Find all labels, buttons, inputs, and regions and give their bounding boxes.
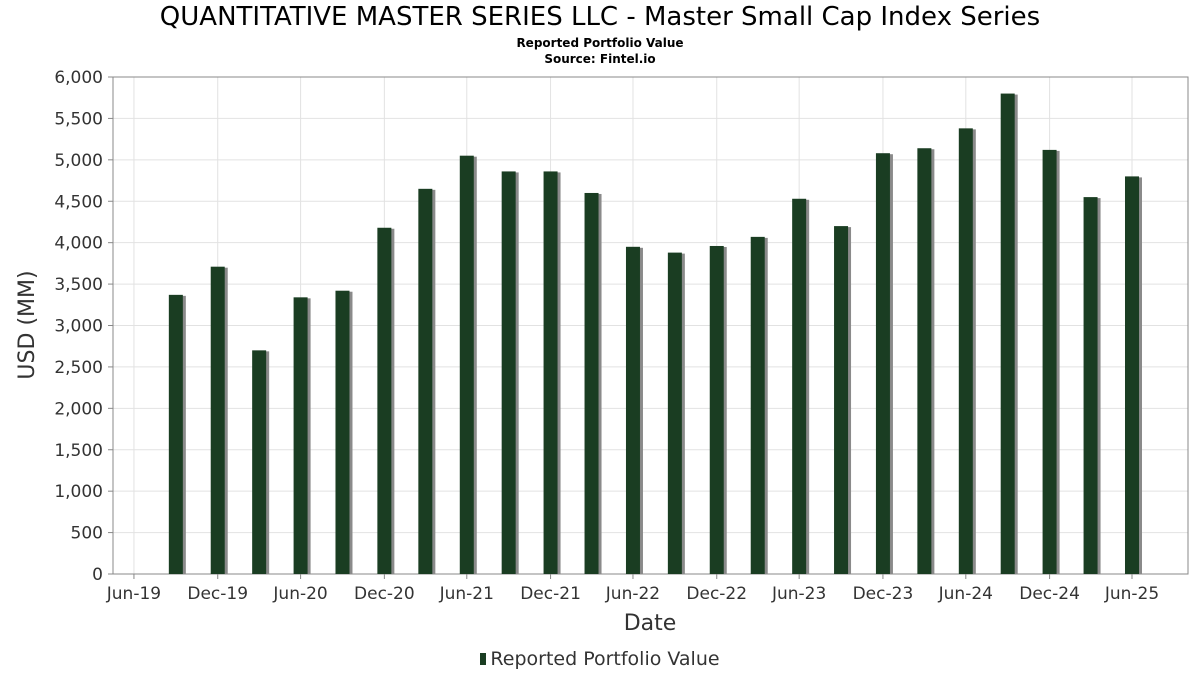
bar [459,155,474,575]
x-tick-label: Jun-21 [439,584,494,604]
x-tick-label: Dec-24 [1019,584,1080,604]
x-tick-label: Dec-22 [686,584,747,604]
bar [377,227,392,575]
y-tick-label: 2,500 [54,358,103,378]
bar [210,266,225,574]
x-tick-label: Jun-19 [106,584,161,604]
x-tick-label: Dec-19 [187,584,248,604]
x-tick-label: Dec-20 [354,584,415,604]
bar [501,171,516,574]
y-tick-label: 3,000 [54,317,103,337]
x-axis-label: Date [624,611,677,636]
bar [625,246,640,574]
x-tick-label: Jun-20 [272,584,327,604]
y-axis-label: USD (MM) [15,270,40,379]
grid-lines [113,76,1188,575]
legend-label: Reported Portfolio Value [490,648,720,670]
bar [917,148,932,574]
x-tick-label: Dec-23 [853,584,914,604]
legend-swatch [480,653,487,665]
y-tick-label: 3,500 [54,275,103,295]
bar [750,236,765,574]
bar [293,297,308,574]
chart-subtitle: Reported Portfolio Value [516,36,684,50]
bar [418,188,433,574]
bar [1042,149,1057,575]
y-tick-label: 6,000 [54,68,103,88]
bar [958,128,973,574]
y-tick-label: 4,500 [54,192,103,212]
bar [543,171,558,574]
y-tick-label: 1,500 [54,441,103,461]
bar [335,290,350,574]
y-tick-label: 2,000 [54,399,103,419]
y-axis: 0 500 1,000 1,500 2,000 2,500 3,000 3,500 4,000 4… [54,68,113,585]
x-tick-label: Jun-22 [605,584,660,604]
bar [584,192,599,574]
bars-series [168,93,1142,575]
bar [792,198,807,574]
y-tick-label: 500 [71,524,103,544]
bar [834,226,849,574]
y-tick-label: 5,500 [54,109,103,129]
bar [875,153,890,574]
bar [252,350,267,574]
bar [168,294,183,574]
y-tick-label: 0 [92,565,103,585]
y-tick-label: 4,000 [54,234,103,254]
chart-source: Source: Fintel.io [544,52,656,66]
bar [1124,176,1139,574]
bar [667,252,682,574]
x-tick-label: Jun-24 [938,584,993,604]
bar [1000,93,1015,575]
y-tick-label: 1,000 [54,482,103,502]
x-axis: Jun-19 Dec-19 Jun-20 Dec-20 Jun-21 Dec-21 Jun-… [106,574,1159,604]
bar [709,245,724,575]
chart-legend: Reported Portfolio Value [0,648,1200,670]
bar [1083,197,1098,574]
x-tick-label: Dec-21 [520,584,581,604]
x-tick-label: Jun-23 [771,584,826,604]
x-tick-label: Jun-25 [1104,584,1159,604]
y-tick-label: 5,000 [54,151,103,171]
chart-title: QUANTITATIVE MASTER SERIES LLC - Master … [159,2,1041,32]
